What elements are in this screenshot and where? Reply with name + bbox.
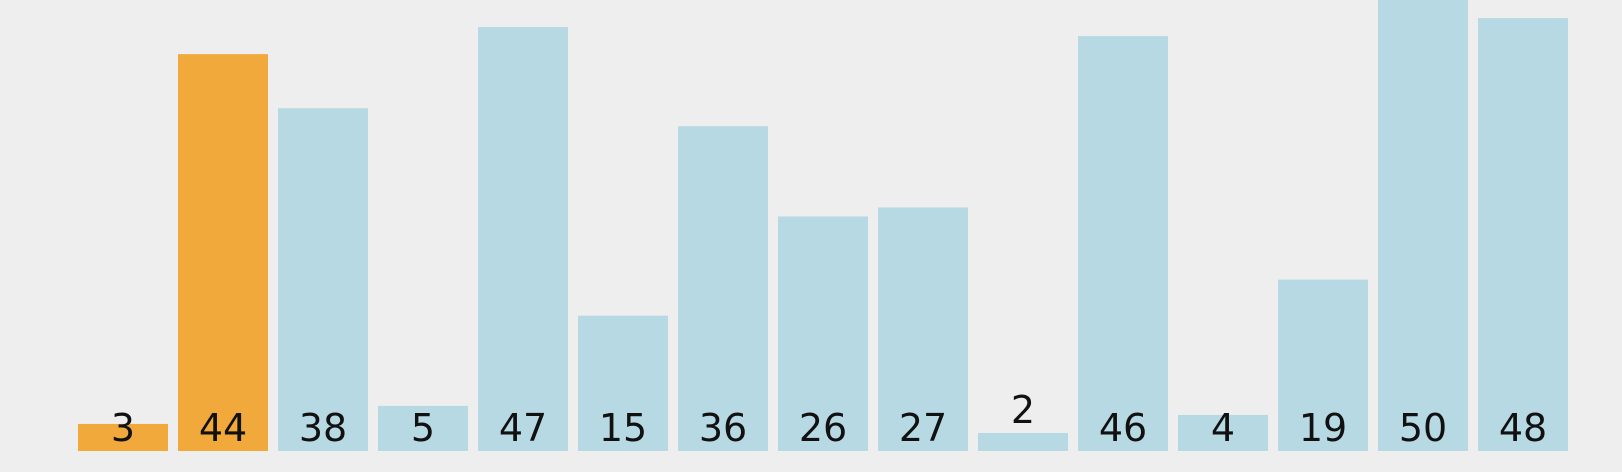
bar-13 <box>1278 279 1368 451</box>
bar-12 <box>1178 414 1268 451</box>
bar-6 <box>578 315 668 451</box>
bar-label-13: 19 <box>1299 406 1347 450</box>
bar-10 <box>978 432 1068 451</box>
bar-label-11: 46 <box>1099 406 1147 450</box>
bar-label-3: 38 <box>299 406 347 450</box>
bar-15 <box>1478 18 1568 451</box>
bar-labels-layer: 3 44 38 5 47 15 36 26 27 2 46 4 19 50 48 <box>111 388 1547 450</box>
bar-label-5: 47 <box>499 406 547 450</box>
bar-7 <box>678 126 768 451</box>
bar-5 <box>478 27 568 452</box>
bar-label-15: 48 <box>1499 406 1547 450</box>
bar-11 <box>1078 36 1168 451</box>
bar-label-9: 27 <box>899 406 947 450</box>
bar-1 <box>78 423 168 451</box>
bars-layer <box>78 0 1568 452</box>
bar-label-14: 50 <box>1399 406 1447 450</box>
bar-label-7: 36 <box>699 406 747 450</box>
bar-2 <box>178 54 268 452</box>
bar-label-2: 44 <box>199 406 247 450</box>
bar-8 <box>778 216 868 451</box>
bar-label-6: 15 <box>599 406 647 450</box>
bar-label-1: 3 <box>111 406 135 450</box>
bar-label-4: 5 <box>411 406 435 450</box>
bar-label-10: 2 <box>1011 388 1035 432</box>
bar-9 <box>878 207 968 451</box>
bar-14 <box>1378 0 1468 451</box>
bar-label-8: 26 <box>799 406 847 450</box>
bar-4 <box>378 405 468 451</box>
bar-3 <box>278 108 368 452</box>
bar-label-12: 4 <box>1211 406 1235 450</box>
